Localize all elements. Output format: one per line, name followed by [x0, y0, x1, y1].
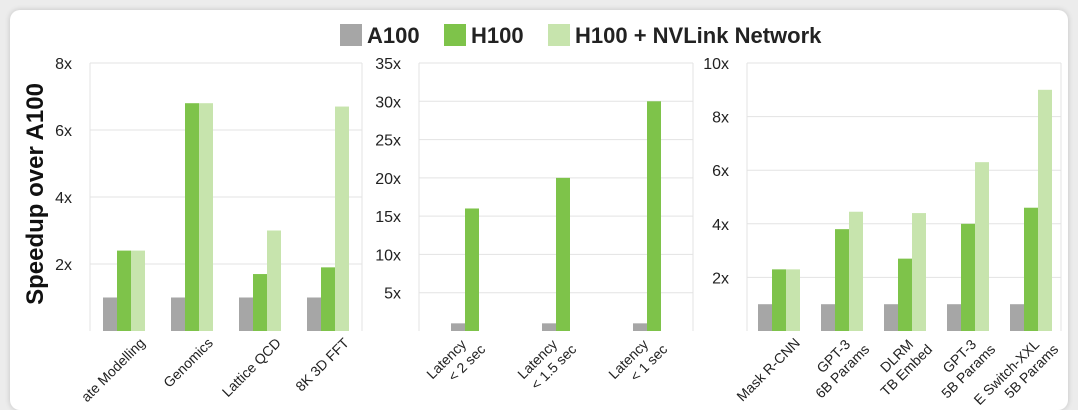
bar — [912, 213, 926, 331]
chart-svg: A100 H100 H100 + NVLink Network Speedup … — [22, 23, 1062, 410]
x-tick-label-line: ate Modelling — [78, 335, 148, 405]
chart-card: A100 H100 H100 + NVLink Network Speedup … — [10, 10, 1068, 410]
x-tick-label: Latency< 2 sec — [423, 329, 488, 394]
x-tick-label-line: 8K 3D FFT — [292, 334, 352, 394]
y-tick-label: 35x — [375, 56, 401, 73]
bar — [647, 101, 661, 332]
bar — [772, 269, 786, 331]
x-tick-label: GPT-36B Params — [800, 329, 872, 401]
y-tick-label: 20x — [375, 171, 401, 188]
x-tick-label-line: Mask R-CNN — [733, 335, 803, 405]
chart-panel-2: 5x 10x 15x 20x 25x 30x 35x Latency< 2 sec Latenc… — [375, 56, 694, 394]
bar — [1010, 304, 1024, 331]
bar — [267, 230, 281, 331]
x-tick-label-line: Genomics — [160, 335, 216, 391]
x-tick-label: DLRMTB Embed — [865, 329, 935, 399]
bar — [947, 304, 961, 331]
y-tick-label: 30x — [375, 94, 401, 111]
bar — [451, 323, 465, 331]
bar — [786, 269, 800, 331]
bar — [185, 103, 199, 331]
y-tick-label: 4x — [55, 190, 72, 207]
y-tick-label: 2x — [712, 270, 729, 287]
legend: A100 H100 H100 + NVLink Network — [340, 23, 822, 48]
bar — [103, 297, 117, 331]
bar — [117, 250, 131, 331]
y-tick-label: 10x — [703, 56, 729, 73]
chart-panel-3: 2x 4x 6x 8x 10x Mask R-CNN GPT-36B Params DLRMT… — [703, 56, 1062, 410]
plots: 2x 4x 6x 8x ate Modelling Genomics Lattice QCD… — [55, 56, 1062, 410]
legend-swatch-h100 — [444, 24, 466, 46]
y-tick-label: 10x — [375, 247, 401, 264]
x-tick-label: 8K 3D FFT — [292, 334, 352, 394]
bar — [465, 208, 479, 331]
legend-swatch-a100 — [340, 24, 362, 46]
bar — [1038, 89, 1052, 331]
bar — [961, 223, 975, 331]
bar — [835, 229, 849, 331]
bar — [884, 304, 898, 331]
x-tick-label: Latency< 1.5 sec — [514, 329, 579, 394]
y-axis-label: Speedup over A100 — [22, 83, 49, 305]
bar — [898, 258, 912, 331]
y-tick-label: 8x — [712, 110, 729, 127]
legend-label-h100-nvlink: H100 + NVLink Network — [575, 23, 822, 48]
bar — [253, 274, 267, 331]
y-tick-label: 2x — [55, 257, 72, 274]
y-tick-label: 15x — [375, 209, 401, 226]
y-tick-label: 6x — [712, 163, 729, 180]
bar — [758, 304, 772, 331]
y-tick-label: 6x — [55, 123, 72, 140]
x-tick-label: Lattice QCD — [219, 335, 284, 400]
bar — [335, 106, 349, 331]
bar — [239, 297, 253, 331]
bar — [131, 250, 145, 331]
bar — [849, 211, 863, 331]
chart-panel-1: 2x 4x 6x 8x ate Modelling Genomics Lattice QCD… — [55, 56, 363, 405]
legend-label-a100: A100 — [367, 23, 420, 48]
bar — [1024, 207, 1038, 331]
bar — [171, 297, 185, 331]
x-tick-label: ate Modelling — [78, 335, 148, 405]
bar — [556, 177, 570, 331]
bar — [542, 323, 556, 331]
bar — [821, 304, 835, 331]
y-tick-label: 25x — [375, 133, 401, 150]
x-tick-label: E Switch-XXL5B Params — [970, 329, 1061, 410]
y-tick-label: 8x — [55, 56, 72, 73]
bar — [307, 297, 321, 331]
legend-swatch-h100-nvlink — [548, 24, 570, 46]
x-tick-label: Latency< 1 sec — [605, 329, 670, 394]
x-tick-label-line: Lattice QCD — [219, 335, 284, 400]
bar — [199, 103, 213, 331]
bar — [633, 323, 647, 331]
x-tick-label: Genomics — [160, 335, 216, 391]
legend-label-h100: H100 — [471, 23, 524, 48]
y-tick-label: 5x — [384, 286, 401, 303]
bar — [975, 162, 989, 331]
bar — [321, 267, 335, 331]
y-tick-label: 4x — [712, 217, 729, 234]
x-tick-label: Mask R-CNN — [733, 335, 803, 405]
